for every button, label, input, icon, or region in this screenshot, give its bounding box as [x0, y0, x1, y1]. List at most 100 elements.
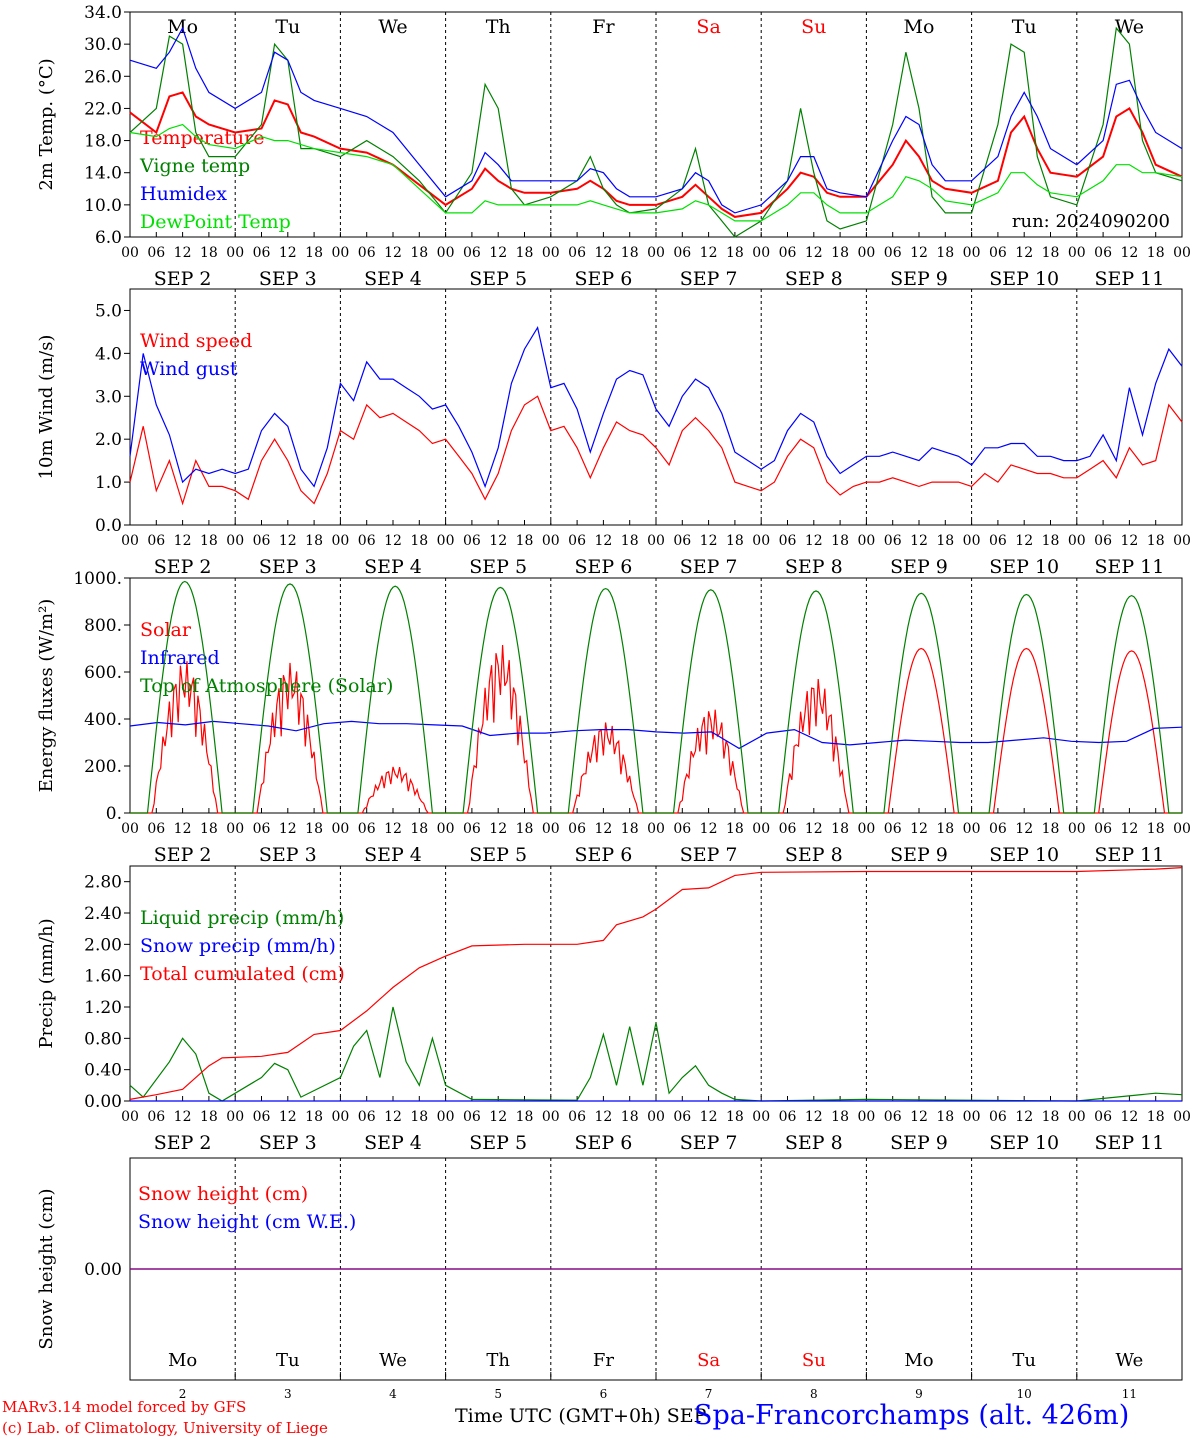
day-label: Tu [1012, 1350, 1036, 1371]
y-tick-label: 3.0 [95, 387, 122, 407]
date-label: SEP 10 [989, 556, 1059, 578]
date-label: SEP 8 [785, 1132, 843, 1154]
hour-tick-label: 18 [200, 245, 218, 261]
hour-tick-label: 12 [910, 245, 928, 261]
hour-tick-label: 18 [1042, 1109, 1060, 1125]
hour-tick-label: 06 [253, 1109, 271, 1125]
hour-tick-label: 12 [279, 533, 297, 549]
date-label: SEP 2 [154, 268, 212, 290]
hour-tick-label: 18 [410, 533, 428, 549]
day-label: Tu [276, 1350, 300, 1371]
hour-tick-label: 06 [673, 1109, 691, 1125]
hour-tick-label: 12 [1015, 533, 1033, 549]
legend-entry: Solar [140, 619, 192, 641]
copyright: (c) Lab. of Climatology, University of L… [2, 1419, 328, 1437]
hour-tick-label: 00 [331, 821, 349, 837]
hour-tick-label: 06 [673, 821, 691, 837]
date-label: SEP 11 [1094, 556, 1164, 578]
hour-tick-label: 06 [1094, 821, 1112, 837]
hour-tick-label: 06 [463, 245, 481, 261]
run-label: run: 2024090200 [1012, 211, 1170, 232]
legend-entry: Snow height (cm) [138, 1183, 308, 1205]
date-label: SEP 3 [259, 844, 317, 866]
hour-tick-label: 06 [673, 245, 691, 261]
hour-tick-label: 18 [410, 245, 428, 261]
hour-tick-label: 06 [568, 1109, 586, 1125]
hour-tick-label: 06 [989, 533, 1007, 549]
series-line-top-of-atmosphere-solar- [130, 580, 1182, 814]
date-label: SEP 6 [574, 556, 632, 578]
y-tick-label: 400. [84, 710, 122, 730]
hour-tick-label: 06 [568, 245, 586, 261]
date-label: SEP 7 [680, 268, 738, 290]
date-label: SEP 11 [1094, 268, 1164, 290]
date-label: SEP 3 [259, 268, 317, 290]
hour-tick-label: 18 [200, 1109, 218, 1125]
hour-tick-label: 18 [726, 533, 744, 549]
y-tick-label: 200. [84, 757, 122, 777]
y-tick-label: 0.0 [95, 516, 122, 536]
hour-tick-label: 06 [568, 821, 586, 837]
hour-tick-label: 06 [989, 245, 1007, 261]
hour-tick-label: 06 [147, 533, 165, 549]
panel-1: 2m Temp. (°C) 6.0 10.0 14.0 18.0 22.0 26.0 30.0… [36, 3, 1191, 290]
hour-tick-label: 18 [1042, 533, 1060, 549]
date-label: SEP 6 [574, 1132, 632, 1154]
hour-tick-label: 12 [174, 821, 192, 837]
hour-tick-label: 18 [200, 821, 218, 837]
hour-tick-label: 12 [700, 821, 718, 837]
hour-tick-label: 18 [305, 533, 323, 549]
y-tick-label: 4.0 [95, 344, 122, 364]
hour-tick-label: 00 [752, 533, 770, 549]
day-label: Sa [697, 1350, 720, 1371]
hour-tick-label: 00 [542, 245, 560, 261]
hour-tick-label: 00 [963, 1109, 981, 1125]
date-label: SEP 5 [469, 1132, 527, 1154]
hour-tick-label: 00 [226, 1109, 244, 1125]
y-axis-label: 10m Wind (m/s) [36, 335, 57, 480]
hour-tick-label: 12 [279, 245, 297, 261]
date-label: SEP 10 [989, 844, 1059, 866]
hour-tick-label: 12 [700, 533, 718, 549]
hour-tick-label: 18 [831, 1109, 849, 1125]
hour-tick-label: 18 [621, 1109, 639, 1125]
hour-tick-label: 12 [594, 245, 612, 261]
month-label: SEP [666, 1405, 707, 1427]
hour-tick-label: 00 [331, 533, 349, 549]
y-tick-label: 5.0 [95, 301, 122, 321]
hour-tick-label: 18 [936, 245, 954, 261]
hour-tick-label: 12 [594, 1109, 612, 1125]
day-label: We [379, 1350, 407, 1371]
hour-tick-label: 00 [1068, 1109, 1086, 1125]
date-label: SEP 5 [469, 844, 527, 866]
hour-tick-label: 00 [752, 821, 770, 837]
hour-tick-label: 00 [226, 821, 244, 837]
hour-tick-label: 12 [1120, 533, 1138, 549]
hour-tick-label: 18 [305, 245, 323, 261]
hour-tick-label: 06 [884, 533, 902, 549]
date-label: SEP 7 [680, 1132, 738, 1154]
hour-tick-label: 00 [121, 533, 139, 549]
series-line-liquid-precip-mm-h- [129, 1006, 1183, 1102]
hour-tick-label: 18 [1042, 245, 1060, 261]
y-tick-label: 22.0 [84, 99, 122, 119]
date-label: SEP 8 [785, 268, 843, 290]
hour-tick-label: 12 [489, 533, 507, 549]
date-label: 7 [705, 1387, 713, 1401]
hour-tick-label: 12 [174, 1109, 192, 1125]
hour-tick-label: 18 [1147, 821, 1165, 837]
hour-tick-label: 06 [358, 821, 376, 837]
series-line-dewpoint-temp [129, 123, 1183, 222]
hour-tick-label: 18 [305, 1109, 323, 1125]
hour-tick-label: 06 [463, 533, 481, 549]
hour-tick-label: 18 [831, 533, 849, 549]
date-label: SEP 9 [890, 556, 948, 578]
date-label: SEP 8 [785, 844, 843, 866]
hour-tick-label: 00 [647, 245, 665, 261]
hour-tick-label: 00 [1068, 245, 1086, 261]
time-axis-label: Time UTC (GMT+0h) SEP [455, 1405, 706, 1427]
date-label: SEP 5 [469, 268, 527, 290]
hour-tick-label: 18 [1147, 1109, 1165, 1125]
hour-tick-label: 06 [463, 1109, 481, 1125]
day-label: Fr [593, 1350, 614, 1371]
